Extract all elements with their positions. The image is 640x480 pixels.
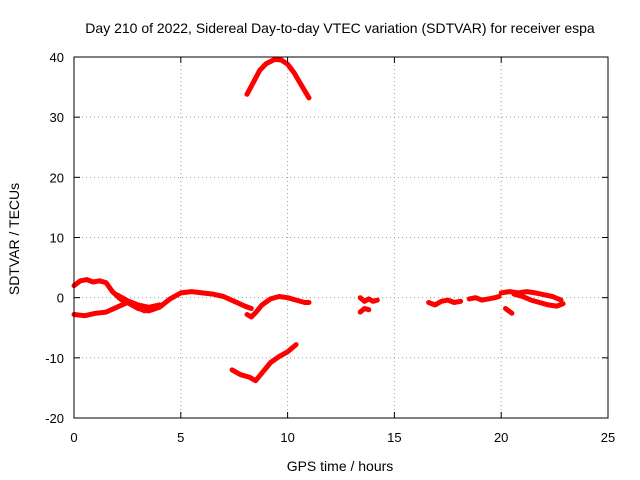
y-tick-label: -10 xyxy=(45,351,64,366)
data-series xyxy=(71,56,566,384)
series-arc-05 xyxy=(229,342,299,384)
series-arc-08 xyxy=(357,306,372,315)
y-tick-label: 20 xyxy=(50,170,64,185)
series-arc-02 xyxy=(71,289,254,319)
x-tick-label: 5 xyxy=(177,430,184,445)
x-axis-label: GPS time / hours xyxy=(287,458,394,474)
y-tick-label: 0 xyxy=(57,291,64,306)
series-arc-12 xyxy=(511,291,566,309)
y-tick-label: -20 xyxy=(45,411,64,426)
series-arc-11 xyxy=(498,289,564,303)
series-arc-03 xyxy=(114,292,162,310)
series-arc-13 xyxy=(503,306,515,316)
x-tick-label: 25 xyxy=(601,430,615,445)
y-tick-label: 40 xyxy=(50,50,64,65)
x-tick-label: 20 xyxy=(494,430,508,445)
chart-title: Day 210 of 2022, Sidereal Day-to-day VTE… xyxy=(85,20,595,36)
x-tick-label: 0 xyxy=(70,430,77,445)
y-tick-label: 10 xyxy=(50,231,64,246)
series-arc-07 xyxy=(357,295,380,304)
series-arc-09 xyxy=(426,297,464,308)
series-arc-04 xyxy=(244,294,312,320)
y-tick-labels: -20 -10 0 10 20 30 40 xyxy=(45,50,64,426)
axis-ticks xyxy=(73,56,609,419)
y-tick-label: 30 xyxy=(50,110,64,125)
x-tick-label: 10 xyxy=(280,430,294,445)
x-tick-labels: 0 5 10 15 20 25 xyxy=(70,430,615,445)
series-arc-10 xyxy=(466,294,502,303)
x-tick-label: 15 xyxy=(387,430,401,445)
grid xyxy=(74,57,608,418)
y-axis-label: SDTVAR / TECUs xyxy=(6,183,22,295)
series-arc-06 xyxy=(244,56,312,101)
